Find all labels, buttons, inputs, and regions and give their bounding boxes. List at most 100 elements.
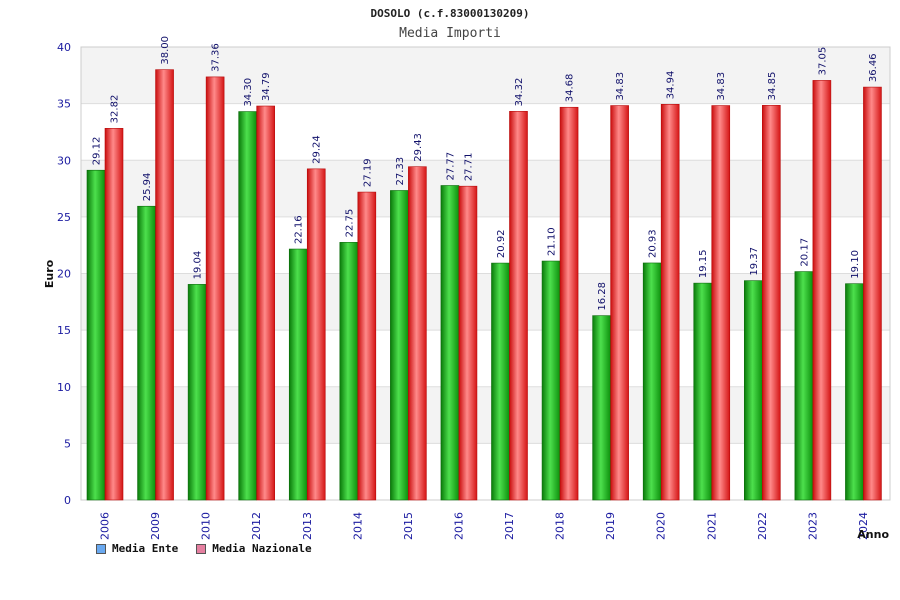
value-label-ente-2006: 29.12: [92, 137, 103, 166]
bar-nazionale-2020: [660, 104, 680, 501]
value-label-ente-2015: 27.33: [395, 157, 406, 186]
bar-nazionale-2013: [306, 168, 326, 501]
bar-ente-2020: [642, 262, 662, 501]
bar-nazionale-2018: [559, 106, 579, 501]
x-tick-label-2009: 2009: [149, 512, 162, 540]
y-tick-label: 20: [57, 268, 71, 281]
bar-ente-2012: [238, 111, 257, 501]
bar-nazionale-2006: [104, 128, 124, 501]
y-tick-label: 40: [57, 41, 71, 54]
value-label-ente-2014: 22.75: [344, 209, 355, 238]
legend-swatch-media-nazionale: [196, 543, 207, 554]
chart-subtitle: Media Importi: [399, 26, 501, 41]
bar-ente-2022: [744, 280, 763, 501]
value-label-nazionale-2017: 34.32: [514, 78, 525, 107]
x-tick-label-2020: 2020: [655, 512, 668, 540]
y-tick-label: 10: [57, 381, 71, 394]
bar-ente-2023: [794, 271, 814, 501]
value-label-ente-2021: 19.15: [698, 249, 709, 278]
bar-nazionale-2012: [256, 105, 275, 501]
value-label-nazionale-2010: 37.36: [211, 43, 222, 72]
bar-ente-2014: [339, 242, 359, 501]
y-tick-label: 30: [57, 154, 71, 167]
x-tick-label-2018: 2018: [554, 512, 567, 540]
x-tick-label-2015: 2015: [402, 512, 415, 540]
bar-ente-2017: [491, 262, 510, 501]
x-tick-label-2012: 2012: [250, 512, 263, 540]
x-tick-label-2014: 2014: [351, 512, 364, 540]
legend-label-media-ente: Media Ente: [112, 542, 179, 555]
value-label-ente-2020: 20.93: [648, 229, 659, 258]
value-label-nazionale-2006: 32.82: [110, 95, 121, 124]
legend-swatch-media-ente: [96, 543, 106, 554]
value-label-nazionale-2022: 34.85: [767, 72, 778, 101]
bar-ente-2013: [288, 248, 308, 501]
bar-ente-2018: [541, 260, 561, 501]
value-label-nazionale-2024: 36.46: [868, 53, 879, 82]
value-label-ente-2018: 21.10: [547, 227, 558, 256]
plot-frame: [80, 46, 891, 501]
bar-ente-2015: [390, 190, 409, 501]
value-label-nazionale-2018: 34.68: [565, 74, 576, 103]
x-tick-label-2013: 2013: [301, 512, 314, 540]
bar-nazionale-2017: [509, 111, 528, 501]
bar-ente-2006: [86, 169, 106, 501]
bars: [86, 69, 882, 501]
value-label-ente-2017: 20.92: [496, 229, 507, 258]
x-tick-label-2023: 2023: [806, 512, 819, 540]
value-label-nazionale-2019: 34.83: [615, 72, 626, 101]
x-tick-label-2022: 2022: [756, 512, 769, 540]
bar-nazionale-2019: [610, 105, 629, 501]
bar-ente-2024: [845, 283, 864, 501]
value-label-ente-2013: 22.16: [294, 215, 305, 244]
value-labels: 29.12 32.82 25.94 38.00 19.04 37.36 34.30 34.79…: [92, 36, 879, 311]
value-label-nazionale-2013: 29.24: [312, 135, 323, 164]
x-tick-label-2016: 2016: [452, 512, 465, 540]
legend-label-media-nazionale: Media Nazionale: [212, 542, 312, 555]
value-label-ente-2012: 34.30: [243, 78, 254, 107]
bar-ente-2010: [187, 284, 207, 501]
value-label-ente-2019: 16.28: [597, 282, 608, 311]
y-tick-label: 35: [57, 98, 71, 111]
x-tick-label-2017: 2017: [503, 512, 516, 540]
legend: Media Ente Media Nazionale: [96, 542, 312, 555]
y-tick-label: 0: [64, 494, 71, 507]
value-label-ente-2016: 27.77: [445, 152, 456, 181]
value-label-nazionale-2012: 34.79: [261, 72, 272, 101]
bar-nazionale-2024: [863, 86, 882, 501]
value-label-nazionale-2023: 37.05: [817, 47, 828, 76]
x-tick-label-2006: 2006: [99, 512, 112, 540]
bar-nazionale-2022: [762, 105, 781, 501]
legend-item-media-nazionale: Media Nazionale: [196, 542, 312, 555]
value-label-nazionale-2016: 27.71: [463, 153, 474, 182]
value-label-nazionale-2014: 27.19: [362, 158, 373, 187]
value-label-ente-2023: 20.17: [799, 238, 810, 267]
value-label-ente-2010: 19.04: [193, 251, 204, 280]
y-tick-label: 15: [57, 324, 71, 337]
y-tick-label: 25: [57, 211, 71, 224]
bar-ente-2009: [137, 205, 156, 501]
value-label-nazionale-2021: 34.83: [716, 72, 727, 101]
x-tick-label-2021: 2021: [705, 512, 718, 540]
x-tick-label-2010: 2010: [200, 512, 213, 540]
x-tick-label-2024: 2024: [857, 512, 870, 540]
bar-nazionale-2023: [812, 80, 832, 501]
legend-item-media-ente: Media Ente: [96, 542, 178, 555]
x-axis-label: Anno: [857, 528, 889, 541]
y-axis-label: Euro: [43, 259, 56, 288]
bar-ente-2019: [592, 315, 611, 501]
bar-nazionale-2021: [711, 105, 731, 501]
value-label-ente-2024: 19.10: [850, 250, 861, 279]
value-label-ente-2022: 19.37: [749, 247, 760, 276]
bar-ente-2016: [440, 185, 460, 501]
bar-nazionale-2009: [155, 69, 174, 501]
bar-nazionale-2016: [458, 185, 478, 501]
y-tick-label: 5: [64, 437, 71, 450]
bar-nazionale-2015: [408, 166, 427, 501]
bar-nazionale-2010: [205, 76, 225, 501]
chart-title: DOSOLO (c.f.83000130209): [371, 7, 530, 20]
x-tick-label-2019: 2019: [604, 512, 617, 540]
bar-nazionale-2014: [357, 191, 377, 501]
axes: 0 5 10 15 20 25 30 35 40 2006 2009 2010 2012 2013 2014…: [57, 41, 870, 540]
